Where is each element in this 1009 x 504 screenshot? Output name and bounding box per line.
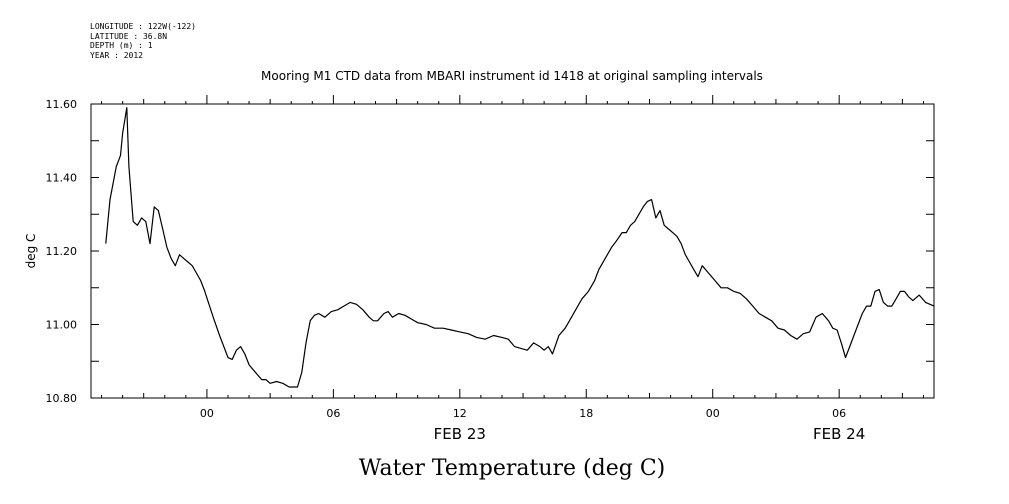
chart-title: Mooring M1 CTD data from MBARI instrumen… [261,69,763,83]
plot-frame [90,103,935,399]
x-tick-label: 06 [832,407,846,420]
y-axis-title: deg C [24,234,38,269]
y-tick-label: 11.60 [46,98,78,111]
x-tick-label: 00 [706,407,720,420]
year-label: YEAR : 2012 [90,50,143,60]
date-label: FEB 23 [434,425,486,443]
latitude-label: LATITUDE : 36.8N [90,31,168,41]
y-tick-label: 10.80 [46,392,78,405]
water-temperature-line [105,107,935,388]
x-tick-label: 12 [453,407,467,420]
x-axis-title: Water Temperature (deg C) [359,456,666,481]
x-tick-label: 18 [579,407,593,420]
x-tick-label: 00 [200,407,214,420]
y-tick-label: 11.20 [46,245,78,258]
y-tick-label: 11.40 [46,172,78,185]
depth-label: DEPTH (m) : 1 [90,41,153,50]
x-axis-labels: 00 06 12 18 00 06 FEB 23 FEB 24 [200,407,865,443]
longitude-label: LONGITUDE : 122W(-122) [90,22,196,31]
x-tick-label: 06 [326,407,340,420]
metadata-block: LONGITUDE : 122W(-122) LATITUDE : 36.8N … [90,22,196,60]
y-tick-label: 11.00 [46,319,78,332]
axis-ticks [91,95,934,399]
date-label: FEB 24 [813,425,865,443]
y-axis-labels: 11.60 11.40 11.20 11.00 10.80 [46,98,78,405]
